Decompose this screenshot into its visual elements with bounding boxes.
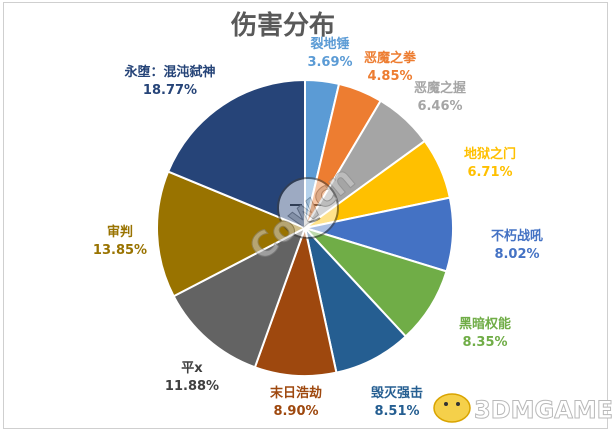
slice-name-label: 黑暗权能 [459, 316, 511, 332]
slice-name-label: 永堕：混沌弑神 [123, 64, 215, 80]
data-labels: 裂地锤 3.69% 恶魔之拳 4.85%恶魔之握 6.46% 地狱之门 6.71% 不朽战吼 8… [93, 36, 543, 419]
pie-slice [172, 225, 307, 369]
mascot-face-icon [277, 177, 339, 239]
slice-name-label: 平x [181, 361, 203, 376]
slice-percent-label: 8.02% [494, 247, 539, 262]
slice-name-label: 地狱之门 [464, 146, 516, 162]
slice-percent-label: 13.85% [93, 243, 147, 258]
pie-slice [253, 224, 338, 377]
watermark-text-3dmgame: 3DMGAME [474, 396, 613, 424]
watermark-3dmgame: 3DMGAME [433, 393, 613, 425]
slice-percent-label: 18.77% [143, 83, 197, 98]
pie-slice [166, 78, 306, 230]
slice-name-label: 裂地锤 [309, 36, 349, 52]
slice-percent-label: 8.90% [273, 404, 318, 419]
slice-name-label: 末日浩劫 [269, 385, 322, 401]
slice-percent-label: 6.71% [467, 165, 512, 180]
slice-percent-label: 6.46% [417, 99, 462, 114]
pie-slice [156, 170, 308, 298]
slice-name-label: 恶魔之拳 [364, 50, 417, 66]
slice-name-label: 恶魔之握 [414, 80, 466, 96]
slice-name-label: 不朽战吼 [491, 228, 543, 244]
slice-percent-label: 8.51% [374, 404, 419, 419]
slice-percent-label: 11.88% [165, 379, 219, 394]
slice-percent-label: 8.35% [462, 335, 507, 350]
slice-name-label: 审判 [107, 224, 133, 240]
mascot-chick-icon [433, 393, 471, 423]
chart-title: 伤害分布 [230, 10, 335, 41]
slice-percent-label: 3.69% [307, 55, 352, 70]
slice-percent-label: 4.85% [367, 69, 412, 84]
slice-name-label: 毁灭强击 [371, 385, 423, 401]
